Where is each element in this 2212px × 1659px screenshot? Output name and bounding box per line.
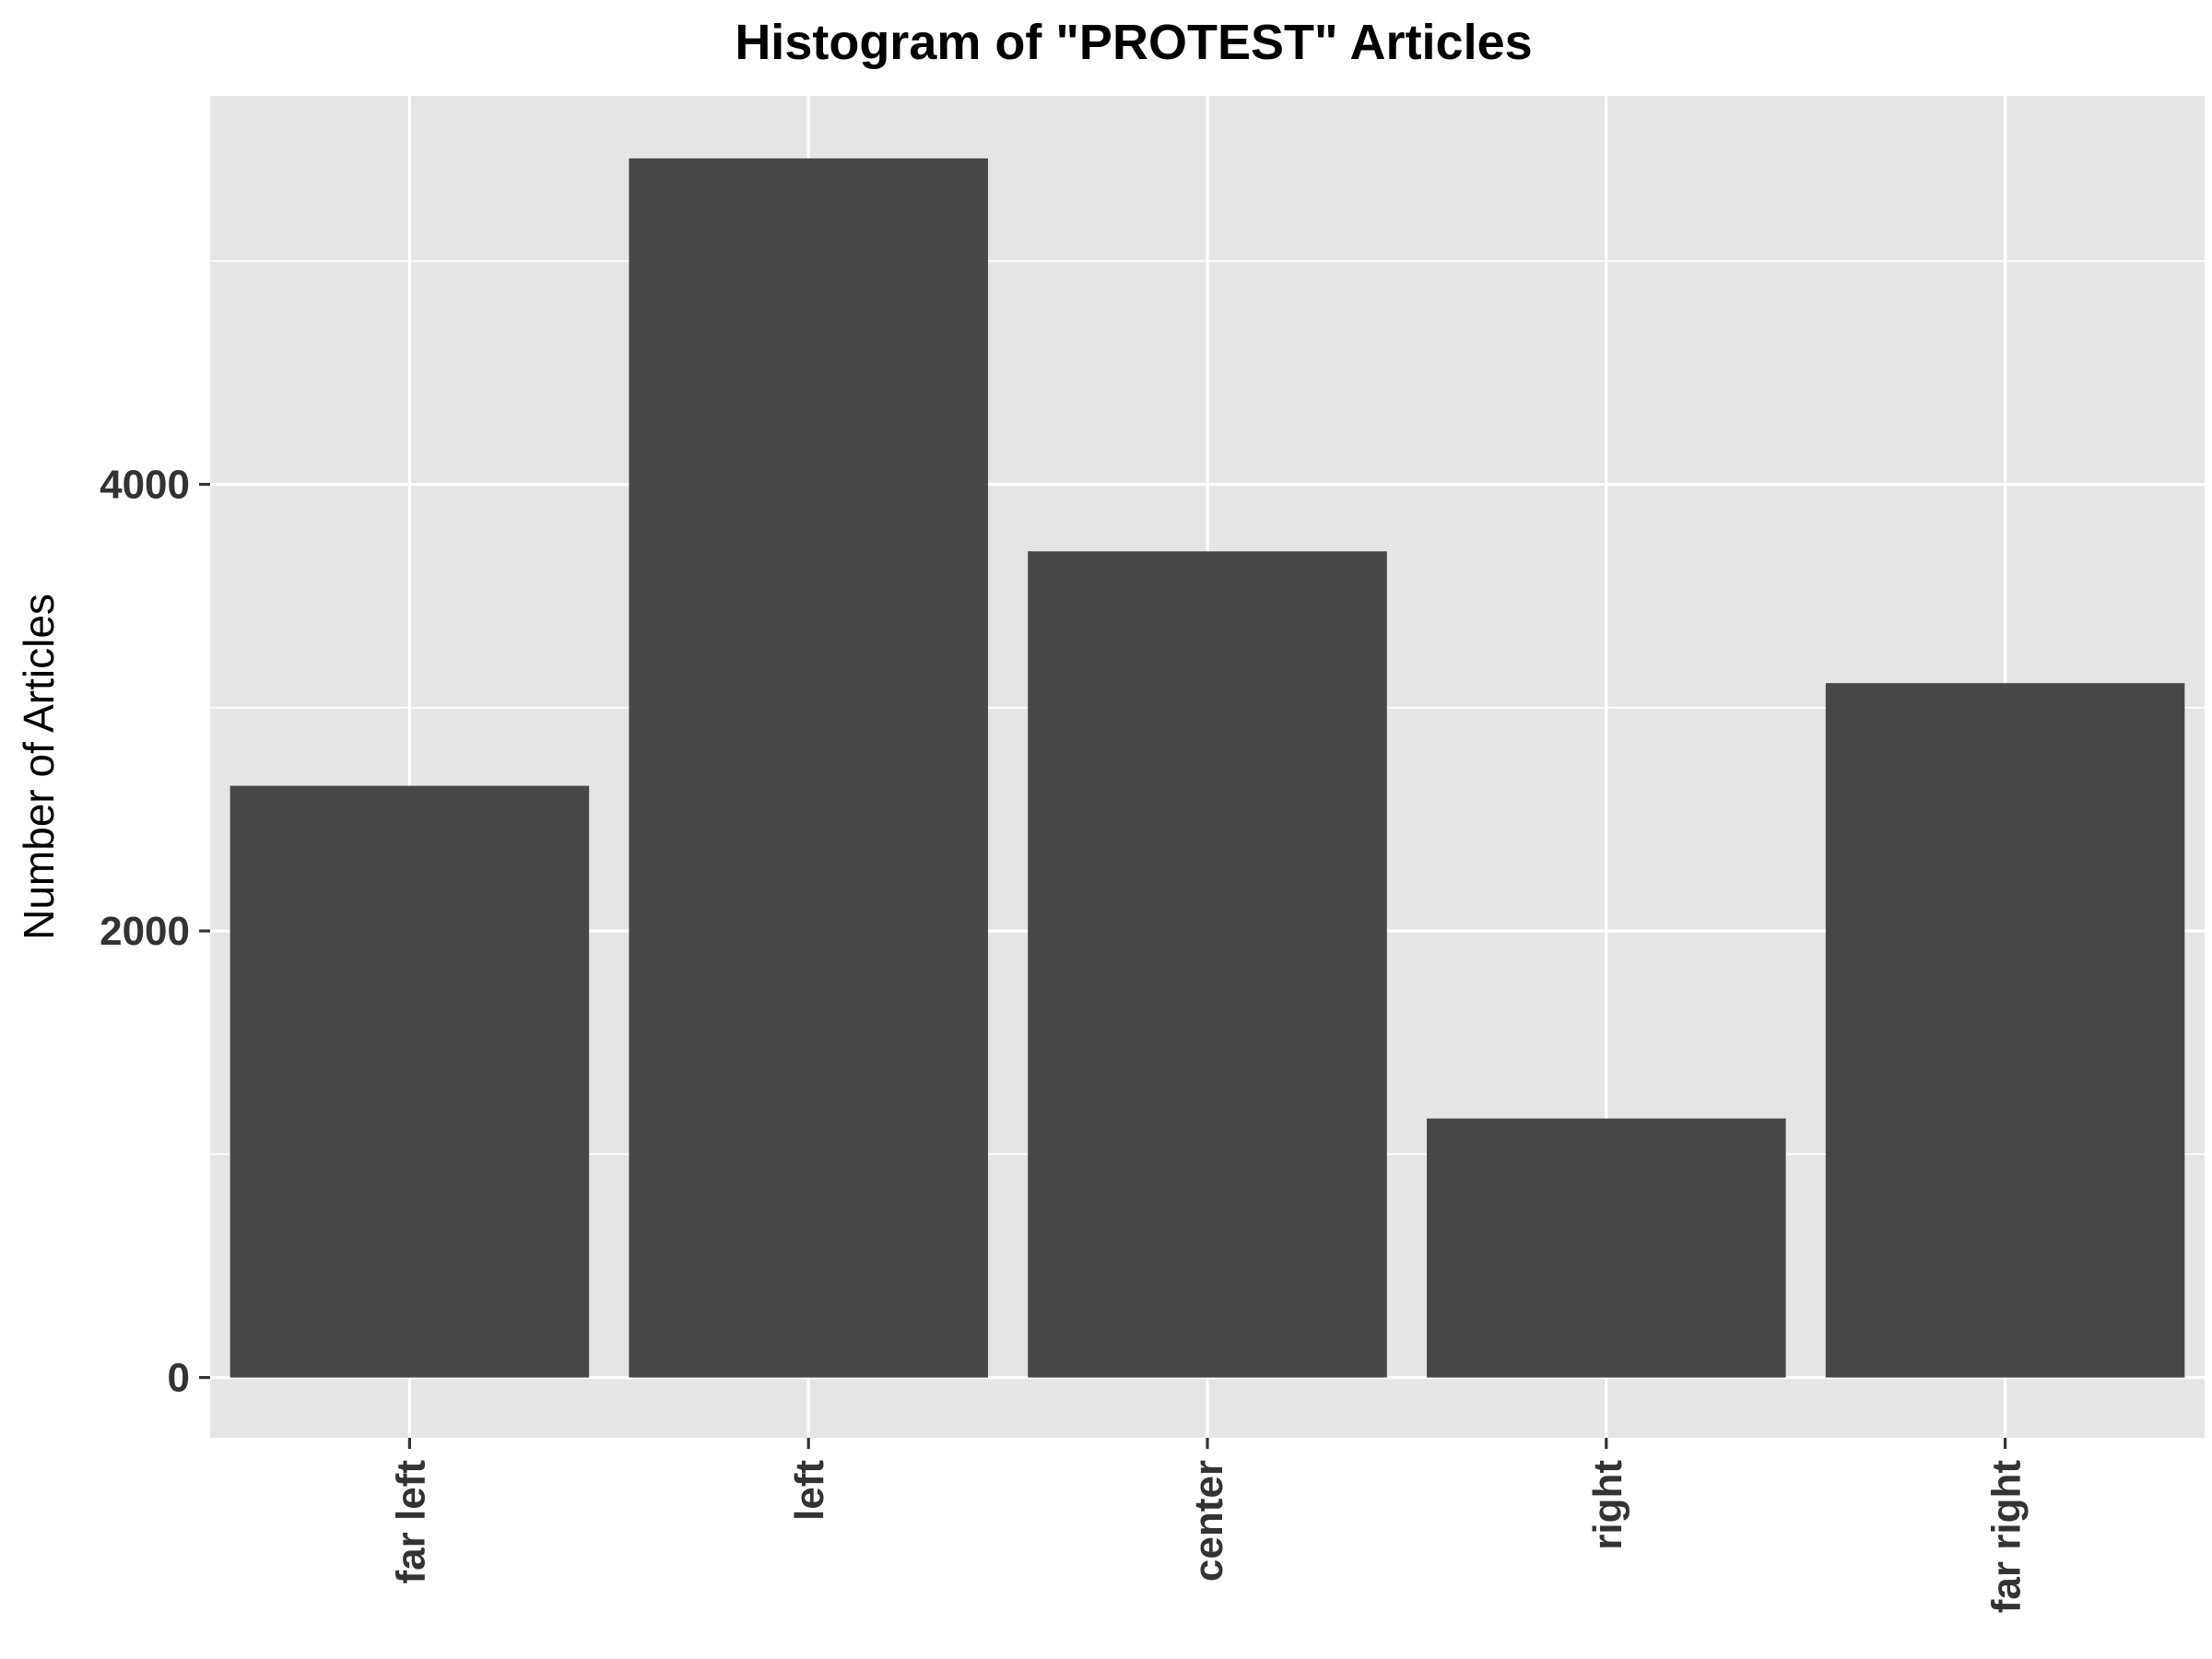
bars [229, 158, 2185, 1378]
bar-far-left [229, 785, 590, 1378]
chart-title: Histogram of "PROTEST" Articles [735, 15, 1532, 70]
bar-far-right [1825, 683, 2185, 1378]
y-tick-label: 4000 [100, 463, 190, 508]
bar-left [629, 158, 988, 1378]
x-tick-label: left [787, 1460, 832, 1521]
bar-right [1427, 1118, 1786, 1378]
x-tick-label: far left [388, 1460, 433, 1584]
bar-center [1028, 551, 1387, 1378]
x-tick-label: center [1186, 1460, 1231, 1582]
x-tick-label: far right [1984, 1460, 2030, 1614]
y-tick-label: 2000 [100, 909, 190, 954]
x-tick-label: right [1585, 1460, 1630, 1550]
x-axis: far left left center right far right [388, 1438, 2030, 1614]
y-axis: 0 2000 4000 [100, 463, 210, 1401]
y-axis-label: Number of Articles [15, 594, 63, 940]
y-tick-label: 0 [168, 1356, 190, 1401]
